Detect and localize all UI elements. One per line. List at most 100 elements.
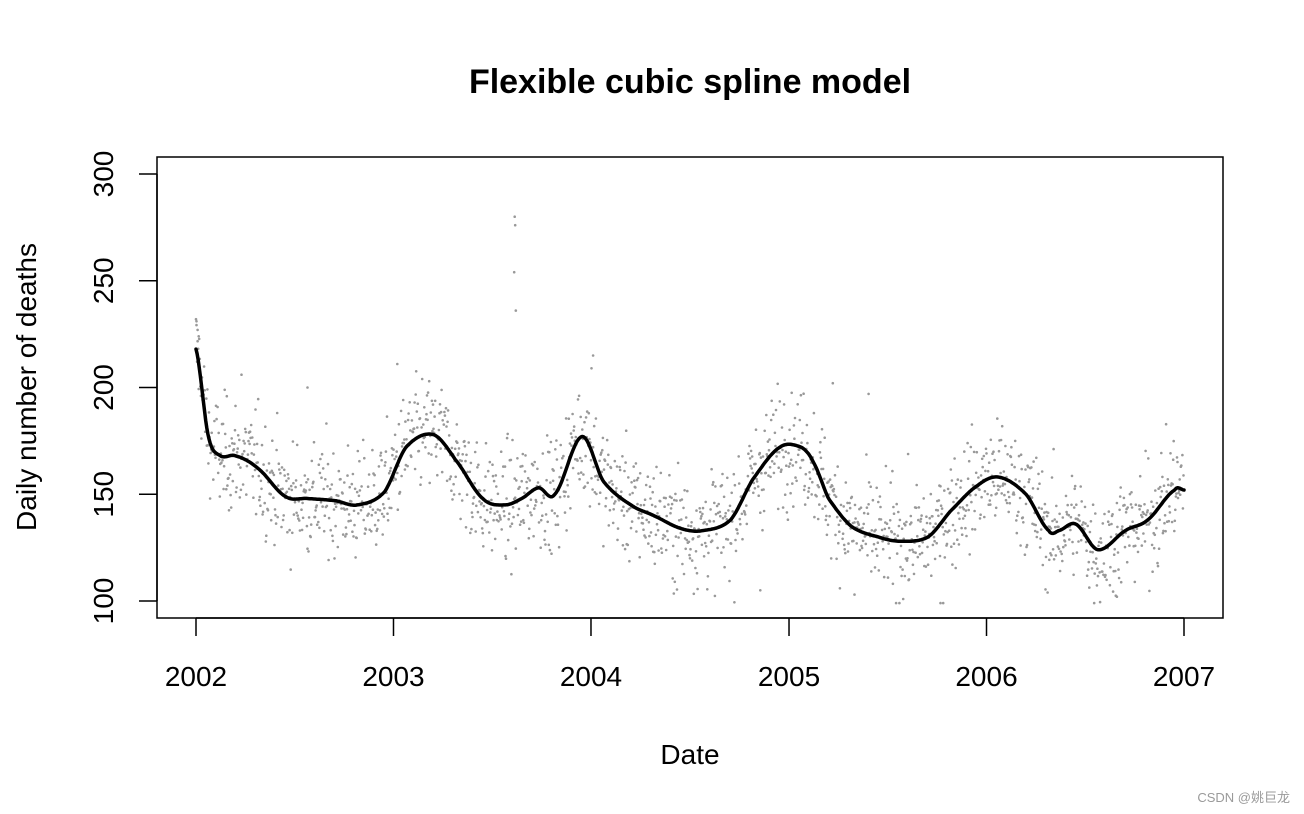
data-point bbox=[1023, 485, 1026, 489]
data-point bbox=[944, 521, 948, 525]
data-point bbox=[222, 464, 226, 468]
data-point bbox=[895, 502, 898, 506]
data-point bbox=[905, 520, 908, 524]
data-point bbox=[1155, 526, 1158, 530]
data-point bbox=[828, 514, 831, 518]
data-point bbox=[634, 462, 638, 465]
data-point bbox=[1144, 449, 1147, 453]
data-point bbox=[1019, 544, 1022, 547]
data-point bbox=[537, 521, 541, 524]
data-point bbox=[325, 422, 328, 425]
data-point bbox=[660, 547, 663, 550]
data-point bbox=[1018, 496, 1022, 500]
data-point bbox=[486, 520, 489, 524]
data-point bbox=[403, 438, 406, 441]
data-point bbox=[1140, 544, 1144, 547]
data-point bbox=[680, 498, 684, 501]
data-point bbox=[304, 489, 308, 492]
data-point bbox=[707, 534, 711, 537]
data-point bbox=[427, 379, 431, 383]
data-point bbox=[233, 428, 237, 432]
data-point bbox=[435, 443, 439, 446]
data-point bbox=[1090, 567, 1094, 570]
data-point bbox=[888, 519, 892, 522]
data-point bbox=[847, 542, 850, 545]
data-point bbox=[452, 482, 455, 486]
data-point bbox=[243, 442, 246, 445]
data-point bbox=[379, 451, 383, 455]
data-point bbox=[807, 490, 810, 493]
data-point bbox=[959, 486, 962, 489]
data-point bbox=[947, 529, 951, 532]
data-point bbox=[700, 514, 703, 518]
data-point bbox=[808, 471, 811, 474]
data-point bbox=[231, 442, 234, 445]
data-point bbox=[842, 543, 846, 547]
data-point bbox=[720, 551, 723, 554]
data-point bbox=[1097, 544, 1100, 548]
data-point bbox=[1115, 595, 1119, 598]
data-point bbox=[804, 472, 808, 476]
data-point bbox=[770, 460, 774, 463]
data-point bbox=[737, 482, 741, 485]
data-point bbox=[763, 429, 766, 433]
data-point bbox=[914, 551, 917, 554]
data-point bbox=[803, 484, 806, 488]
data-point bbox=[629, 506, 632, 510]
data-point bbox=[879, 518, 883, 521]
data-point bbox=[1053, 518, 1056, 521]
data-point bbox=[536, 467, 539, 471]
data-point bbox=[607, 453, 610, 457]
data-point bbox=[580, 459, 584, 463]
data-point bbox=[273, 508, 277, 511]
data-point bbox=[722, 495, 726, 499]
data-point bbox=[1139, 504, 1142, 508]
data-point bbox=[986, 469, 990, 473]
data-point bbox=[995, 492, 999, 495]
data-point bbox=[381, 502, 385, 506]
data-point bbox=[793, 437, 796, 441]
data-point bbox=[1117, 576, 1121, 580]
data-point bbox=[862, 511, 866, 515]
data-point bbox=[943, 489, 946, 492]
data-point bbox=[371, 448, 374, 452]
data-point bbox=[694, 550, 698, 553]
data-point bbox=[469, 531, 472, 535]
data-point bbox=[956, 538, 959, 541]
data-point bbox=[1071, 552, 1075, 555]
data-point bbox=[680, 518, 683, 521]
data-point bbox=[956, 478, 960, 481]
data-point bbox=[289, 484, 293, 488]
data-point bbox=[846, 501, 849, 505]
data-point bbox=[447, 434, 451, 437]
data-point bbox=[817, 485, 821, 489]
data-point bbox=[772, 413, 775, 417]
data-point bbox=[865, 453, 868, 456]
data-point bbox=[761, 455, 765, 458]
data-point bbox=[1172, 439, 1175, 443]
data-point bbox=[379, 454, 382, 457]
y-tick-label: 150 bbox=[88, 471, 119, 518]
data-point bbox=[870, 570, 873, 573]
data-point bbox=[910, 521, 913, 524]
data-point bbox=[334, 524, 337, 528]
data-point bbox=[1072, 573, 1075, 577]
data-point bbox=[895, 552, 899, 555]
data-point bbox=[243, 427, 247, 431]
data-point bbox=[957, 543, 961, 546]
data-point bbox=[373, 523, 377, 527]
data-point bbox=[194, 317, 198, 321]
data-point bbox=[819, 440, 822, 444]
data-point bbox=[1050, 476, 1054, 479]
data-point bbox=[982, 454, 986, 458]
data-point bbox=[523, 491, 526, 495]
data-point bbox=[695, 509, 698, 512]
data-point bbox=[535, 500, 538, 504]
data-point bbox=[792, 424, 796, 427]
data-point bbox=[1096, 574, 1100, 578]
data-point bbox=[511, 506, 515, 509]
data-point bbox=[908, 548, 911, 552]
data-point bbox=[280, 525, 283, 529]
data-point bbox=[1037, 506, 1041, 510]
data-point bbox=[590, 367, 593, 370]
